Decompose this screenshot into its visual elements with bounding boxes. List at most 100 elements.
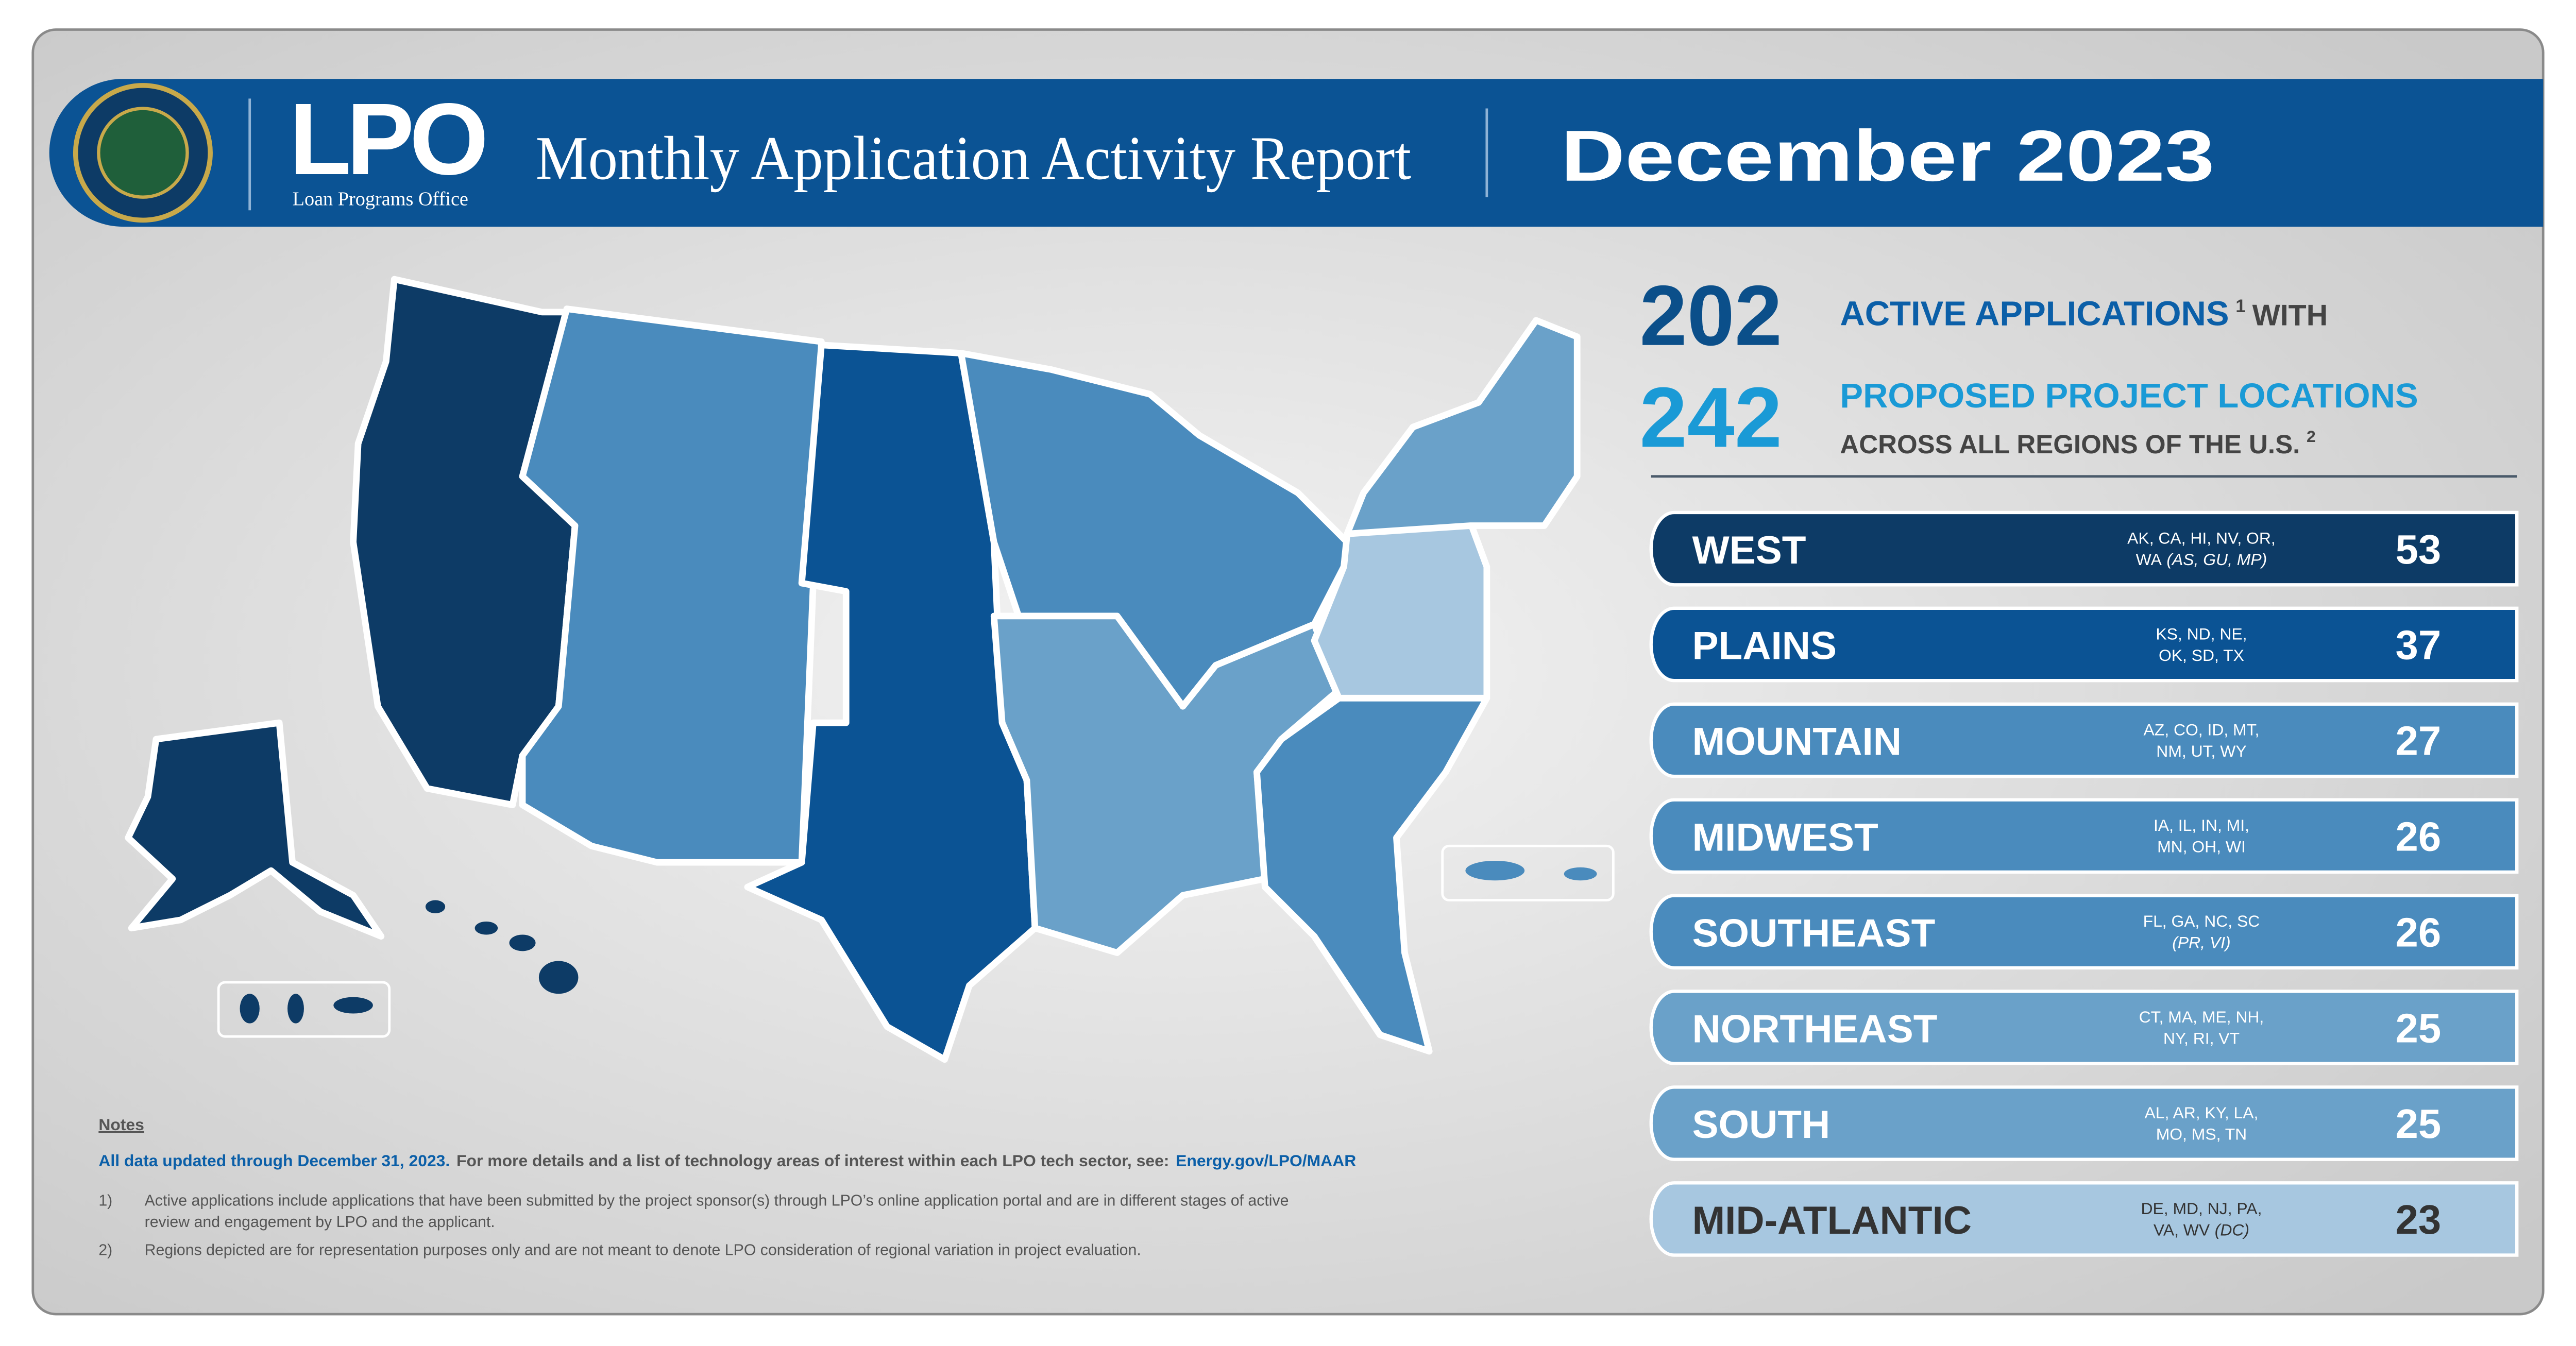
region-states: FL, GA, NC, SC: [2143, 912, 2260, 930]
logo: LPO: [289, 82, 484, 196]
region-name: PLAINS: [1692, 624, 1837, 668]
region-bar: [1649, 798, 2519, 874]
states-line: CT, MA, ME, NH,: [2139, 1008, 2264, 1026]
report-title: Monthly Application Activity Report: [536, 124, 1412, 193]
region-count: 23: [2396, 1197, 2442, 1242]
region-count: 37: [2396, 622, 2442, 668]
active-suffix: WITH: [2252, 299, 2328, 332]
region-bar: [1649, 1085, 2519, 1161]
region-bar: [1649, 702, 2519, 778]
footnote-marker: 2): [98, 1241, 112, 1258]
virgin-islands: [1564, 867, 1597, 881]
region-name: SOUTHEAST: [1692, 911, 1935, 955]
region-states: AZ, CO, ID, MT,: [2144, 720, 2260, 739]
region-count: 25: [2396, 1101, 2442, 1147]
region-states: NM, UT, WY: [2156, 742, 2246, 760]
notes: Notes All data updated through December 3…: [98, 1115, 1356, 1258]
region-name: SOUTH: [1692, 1103, 1830, 1147]
region-states: VA, WV (DC): [2154, 1220, 2249, 1239]
puerto-rico: [1465, 860, 1525, 881]
details-note: For more details and a list of technolog…: [456, 1151, 1169, 1170]
territory-box: [217, 981, 391, 1038]
states-line: MN, OH, WI: [2157, 838, 2246, 856]
region-bar: [1649, 990, 2519, 1065]
mid-atlantic-region: [1311, 519, 1490, 702]
active-label: ACTIVE APPLICATIONS: [1840, 294, 2229, 333]
region-territories: (PR, VI): [2172, 933, 2230, 952]
region-bar: [1649, 894, 2519, 970]
region-name: MID-ATLANTIC: [1692, 1199, 1972, 1242]
active-count: 202: [1639, 268, 1782, 364]
logo-subtitle: Loan Programs Office: [293, 189, 468, 210]
locations-count: 242: [1639, 370, 1782, 465]
region-states: MO, MS, TN: [2156, 1124, 2247, 1143]
region-states: AK, CA, HI, NV, OR,: [2127, 529, 2276, 548]
footnote-marker: 1): [98, 1192, 112, 1209]
region-count: 53: [2396, 526, 2442, 572]
region-name: MOUNTAIN: [1692, 720, 1902, 764]
region-name: NORTHEAST: [1692, 1007, 1937, 1051]
mountain-region: [519, 305, 825, 866]
seal-center: [97, 107, 189, 199]
footnote-marker: 2: [2307, 427, 2316, 446]
stats: 202 ACTIVE APPLICATIONS 1 WITH 242 PROPOSED P…: [1639, 268, 2418, 466]
states-line: AL, AR, KY, LA,: [2145, 1103, 2259, 1122]
header-band: [49, 79, 2544, 227]
us-map: [125, 276, 1615, 1063]
territories: (DC): [2215, 1220, 2249, 1239]
region-states: OK, SD, TX: [2159, 646, 2244, 665]
details-link: Energy.gov/LPO/MAAR: [1176, 1151, 1356, 1170]
region-bar: [1649, 606, 2519, 683]
hawaii: [425, 900, 579, 994]
locations-line: ACROSS ALL REGIONS OF THE U.S. 2: [1840, 427, 2315, 459]
states-line: VA, WV: [2154, 1220, 2210, 1239]
report-period: December 2023: [1561, 115, 2214, 196]
notes-summary: All data updated through December 31, 20…: [98, 1151, 1356, 1170]
northeast-region: [1344, 317, 1581, 537]
territories: (AS, GU, MP): [2166, 550, 2267, 569]
locations-label: PROPOSED PROJECT LOCATIONS: [1840, 377, 2418, 415]
region-states: CT, MA, ME, NH,: [2139, 1008, 2264, 1026]
footnote-text: review and engagement by LPO and the app…: [145, 1214, 495, 1231]
region-bar: [1649, 510, 2519, 587]
locations-suffix: ACROSS ALL REGIONS OF THE U.S.: [1840, 430, 2300, 459]
alaska: [125, 719, 385, 940]
states-line: NM, UT, WY: [2156, 742, 2246, 760]
region-count: 25: [2396, 1005, 2442, 1051]
territories: (PR, VI): [2172, 933, 2230, 952]
region-count: 26: [2396, 814, 2442, 860]
region-count: 27: [2396, 718, 2442, 764]
region-states: MN, OH, WI: [2157, 838, 2246, 856]
states-line: MO, MS, TN: [2156, 1124, 2247, 1143]
region-states: DE, MD, NJ, PA,: [2141, 1199, 2262, 1218]
states-line: FL, GA, NC, SC: [2143, 912, 2260, 930]
region-name: MIDWEST: [1692, 816, 1878, 860]
footnote-marker: 1: [2235, 296, 2246, 316]
states-line: WA: [2136, 550, 2162, 569]
states-line: NY, RI, VT: [2163, 1029, 2240, 1048]
updated-note: All data updated through December 31, 20…: [98, 1151, 450, 1170]
footnote-text: Active applications include applications…: [145, 1192, 1289, 1209]
region-states: AL, AR, KY, LA,: [2145, 1103, 2259, 1122]
region-list: WEST AK, CA, HI, NV, OR, WA (AS, GU, MP) 53 P…: [1649, 510, 2519, 1257]
states-line: KS, ND, NE,: [2156, 624, 2247, 643]
territory-box: [1441, 844, 1615, 901]
states-line: OK, SD, TX: [2159, 646, 2244, 665]
region-states: IA, IL, IN, MI,: [2154, 816, 2249, 834]
states-line: AK, CA, HI, NV, OR,: [2127, 529, 2276, 548]
region-states: KS, ND, NE,: [2156, 624, 2247, 643]
notes-heading: Notes: [98, 1115, 144, 1134]
region-bar: [1649, 1181, 2519, 1257]
states-line: AZ, CO, ID, MT,: [2144, 720, 2260, 739]
region-count: 26: [2396, 909, 2442, 955]
region-states: NY, RI, VT: [2163, 1029, 2240, 1048]
pacific-territories: [240, 994, 373, 1024]
states-line: DE, MD, NJ, PA,: [2141, 1199, 2262, 1218]
states-line: IA, IL, IN, MI,: [2154, 816, 2249, 834]
region-states: WA (AS, GU, MP): [2136, 550, 2267, 569]
active-line: ACTIVE APPLICATIONS 1 WITH: [1840, 294, 2328, 333]
region-name: WEST: [1692, 529, 1806, 572]
footnote-text: Regions depicted are for representation …: [145, 1241, 1141, 1258]
